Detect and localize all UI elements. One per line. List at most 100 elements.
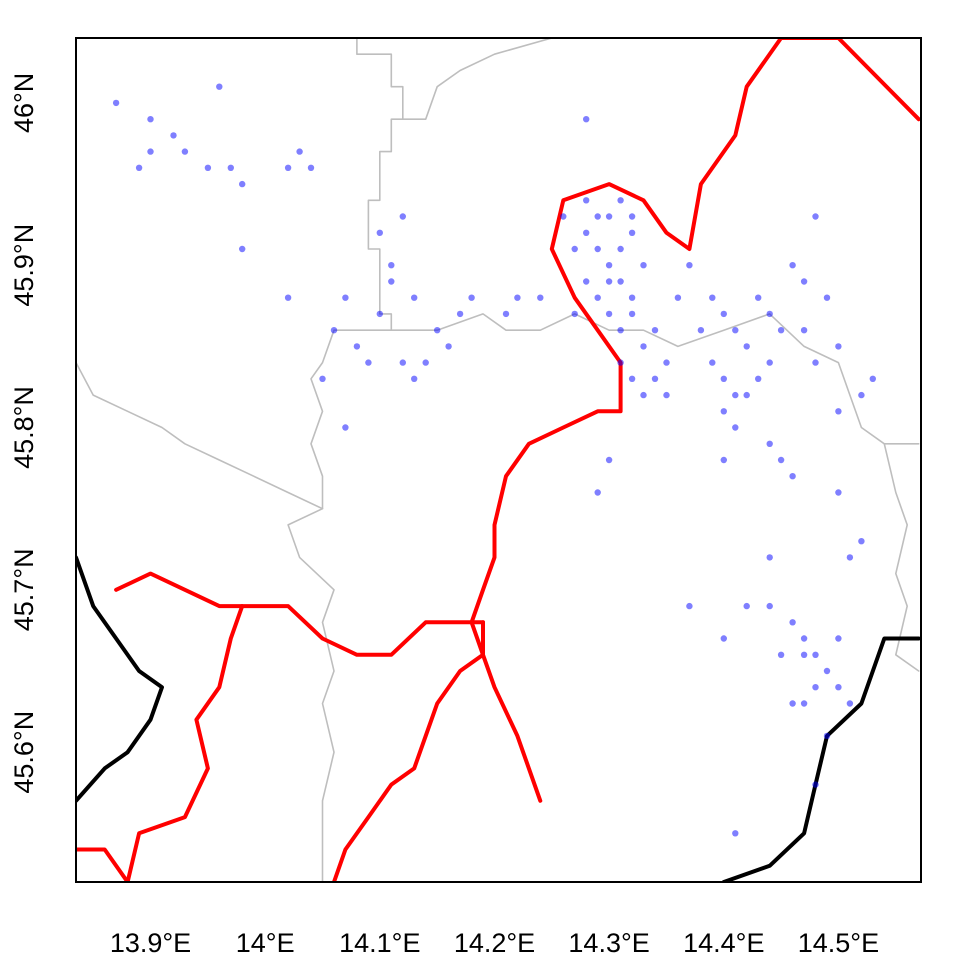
occurrence-point [789, 473, 796, 480]
occurrence-point [732, 424, 739, 431]
x-tick-label: 14.3°E [568, 928, 649, 958]
occurrence-point [766, 602, 773, 610]
occurrence-point [800, 278, 808, 285]
y-tick-label: 45.7°N [9, 548, 39, 631]
occurrence-point [411, 375, 418, 382]
occurrence-point [812, 684, 819, 691]
admin-boundary-line-3 [390, 313, 920, 445]
occurrence-point [284, 294, 292, 301]
occurrence-point [766, 310, 773, 318]
occurrence-point [239, 180, 246, 188]
occurrence-point [342, 294, 349, 301]
occurrence-point [227, 164, 234, 171]
river-line-3 [481, 620, 543, 803]
occurrence-point [628, 375, 636, 382]
occurrence-point [605, 456, 613, 464]
river-line-2 [114, 571, 485, 657]
occurrence-point [732, 391, 739, 399]
occurrence-point [789, 619, 796, 626]
occurrence-point [823, 732, 831, 740]
occurrence-point [800, 327, 808, 334]
occurrence-point [651, 375, 659, 382]
occurrence-point [812, 213, 819, 220]
occurrence-point [583, 116, 590, 123]
y-tick-label: 45.9°N [9, 224, 39, 307]
occurrence-point [812, 651, 819, 658]
occurrence-point [571, 245, 578, 253]
occurrence-point [720, 635, 727, 642]
occurrence-point [628, 310, 636, 318]
occurrence-point [605, 278, 613, 285]
occurrence-point [204, 164, 212, 171]
occurrence-point [445, 343, 452, 350]
admin-boundaries-layer [76, 38, 920, 882]
occurrence-point [628, 294, 636, 301]
national-border-layer [76, 555, 921, 882]
occurrence-point [835, 489, 842, 496]
occurrence-point [835, 408, 842, 415]
x-tick-label: 14.2°E [454, 928, 535, 958]
occurrence-point [135, 164, 143, 171]
occurrence-point [720, 375, 727, 382]
occurrence-point [514, 294, 521, 301]
occurrence-point [239, 245, 246, 253]
occurrence-point [789, 700, 796, 707]
occurrence-point [835, 635, 842, 642]
occurrence-point [628, 213, 636, 220]
occurrence-point [720, 408, 727, 415]
occurrence-point [640, 391, 647, 399]
occurrence-point [147, 148, 154, 155]
occurrence-point [571, 310, 578, 318]
occurrence-point [537, 294, 544, 301]
occurrence-point [743, 602, 750, 610]
occurrence-point [732, 327, 739, 334]
x-tick-label: 14.5°E [798, 928, 879, 958]
occurrence-point [617, 245, 624, 253]
occurrence-point [594, 213, 601, 220]
occurrence-point [147, 116, 154, 123]
occurrence-point [800, 635, 808, 642]
border-line-0 [76, 555, 164, 803]
occurrence-point [502, 310, 510, 318]
x-tick-label: 14°E [236, 928, 295, 958]
occurrence-point [617, 327, 624, 334]
river-line-1 [76, 847, 130, 882]
occurrence-point [605, 213, 613, 220]
occurrence-point [388, 278, 395, 285]
occurrence-point [307, 164, 315, 171]
occurrence-point [617, 278, 624, 285]
rivers-layer [76, 38, 921, 882]
admin-boundary-line-1 [401, 38, 553, 120]
occurrence-point [812, 359, 819, 366]
occurrence-point [594, 245, 601, 253]
occurrence-point [112, 99, 120, 107]
occurrence-point [869, 375, 876, 382]
occurrence-point [399, 213, 406, 220]
occurrence-point [755, 294, 762, 301]
plot-frame [75, 37, 922, 883]
occurrence-point [755, 375, 762, 382]
occurrence-point [342, 424, 349, 431]
occurrence-point [434, 327, 441, 334]
occurrence-point [777, 456, 785, 464]
y-axis: 45.6°N 45.7°N 45.8°N 45.9°N 46°N [9, 73, 39, 794]
occurrence-point [743, 343, 750, 350]
occurrence-point [789, 262, 796, 269]
occurrence-point [697, 327, 705, 334]
occurrence-point [709, 294, 716, 301]
occurrence-point [720, 310, 727, 318]
occurrence-point [846, 554, 854, 561]
occurrence-point [800, 651, 808, 658]
occurrence-point [583, 278, 590, 285]
occurrence-point [663, 391, 670, 399]
occurrence-point [686, 602, 693, 610]
admin-boundary-line-4 [883, 442, 920, 672]
y-tick-label: 46°N [9, 73, 39, 133]
occurrence-point [812, 781, 819, 788]
occurrence-point [583, 197, 590, 204]
occurrence-point [640, 343, 647, 350]
occurrence-point [296, 148, 303, 155]
occurrence-point [388, 262, 395, 269]
occurrence-point [766, 554, 773, 561]
x-tick-label: 13.9°E [110, 928, 191, 958]
